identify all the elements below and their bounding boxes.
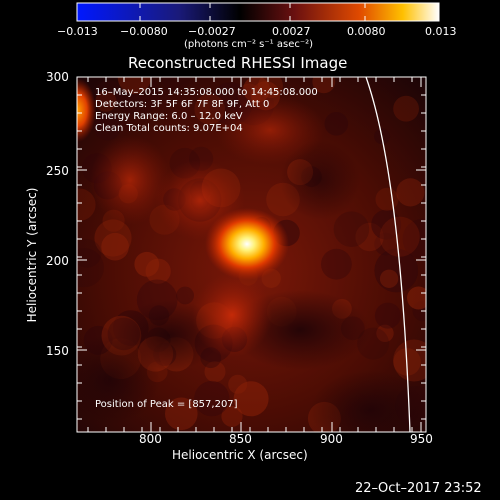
colorbar-tick-label: 0.0027 [272,25,311,38]
plot-title: Reconstructed RHESSI Image [128,54,348,72]
info-detectors: Detectors: 3F 5F 6F 7F 8F 9F, Att 0 [95,99,270,110]
info-time-range: 16–May–2015 14:35:08.000 to 14:45:08.000 [95,87,318,98]
plot-frame [76,76,427,433]
y-tick-label: 150 [46,344,69,358]
colorbar-tick-label: 0.013 [425,25,457,38]
colorbar-tick-label: −0.0080 [120,25,168,38]
x-tick-label: 900 [320,432,343,446]
colorbar-tick-label: −0.013 [57,25,98,38]
flare-source [205,208,289,280]
x-tick-label: 850 [229,432,252,446]
info-total-counts: Clean Total counts: 9.07E+04 [95,123,243,134]
colorbar-unit-label: (photons cm⁻² s⁻¹ asec⁻²) [184,39,314,50]
y-tick-label: 250 [46,164,69,178]
y-tick-label: 300 [46,70,69,84]
info-energy-range: Energy Range: 6.0 – 12.0 keV [95,111,243,122]
y-axis-label: Heliocentric Y (arcsec) [25,187,39,323]
colorbar [76,2,440,22]
peak-position-label: Position of Peak = [857,207] [95,399,238,410]
rhessi-image [77,77,426,432]
colorbar-tick-label: 0.0080 [347,25,386,38]
timestamp: 22–Oct–2017 23:52 [355,481,482,496]
solar-limb [365,77,411,432]
colorbar-tick-label: −0.0027 [188,25,236,38]
y-tick-label: 200 [46,254,69,268]
x-tick-label: 800 [139,432,162,446]
x-axis-label: Heliocentric X (arcsec) [172,448,308,462]
x-tick-label: 950 [410,432,433,446]
